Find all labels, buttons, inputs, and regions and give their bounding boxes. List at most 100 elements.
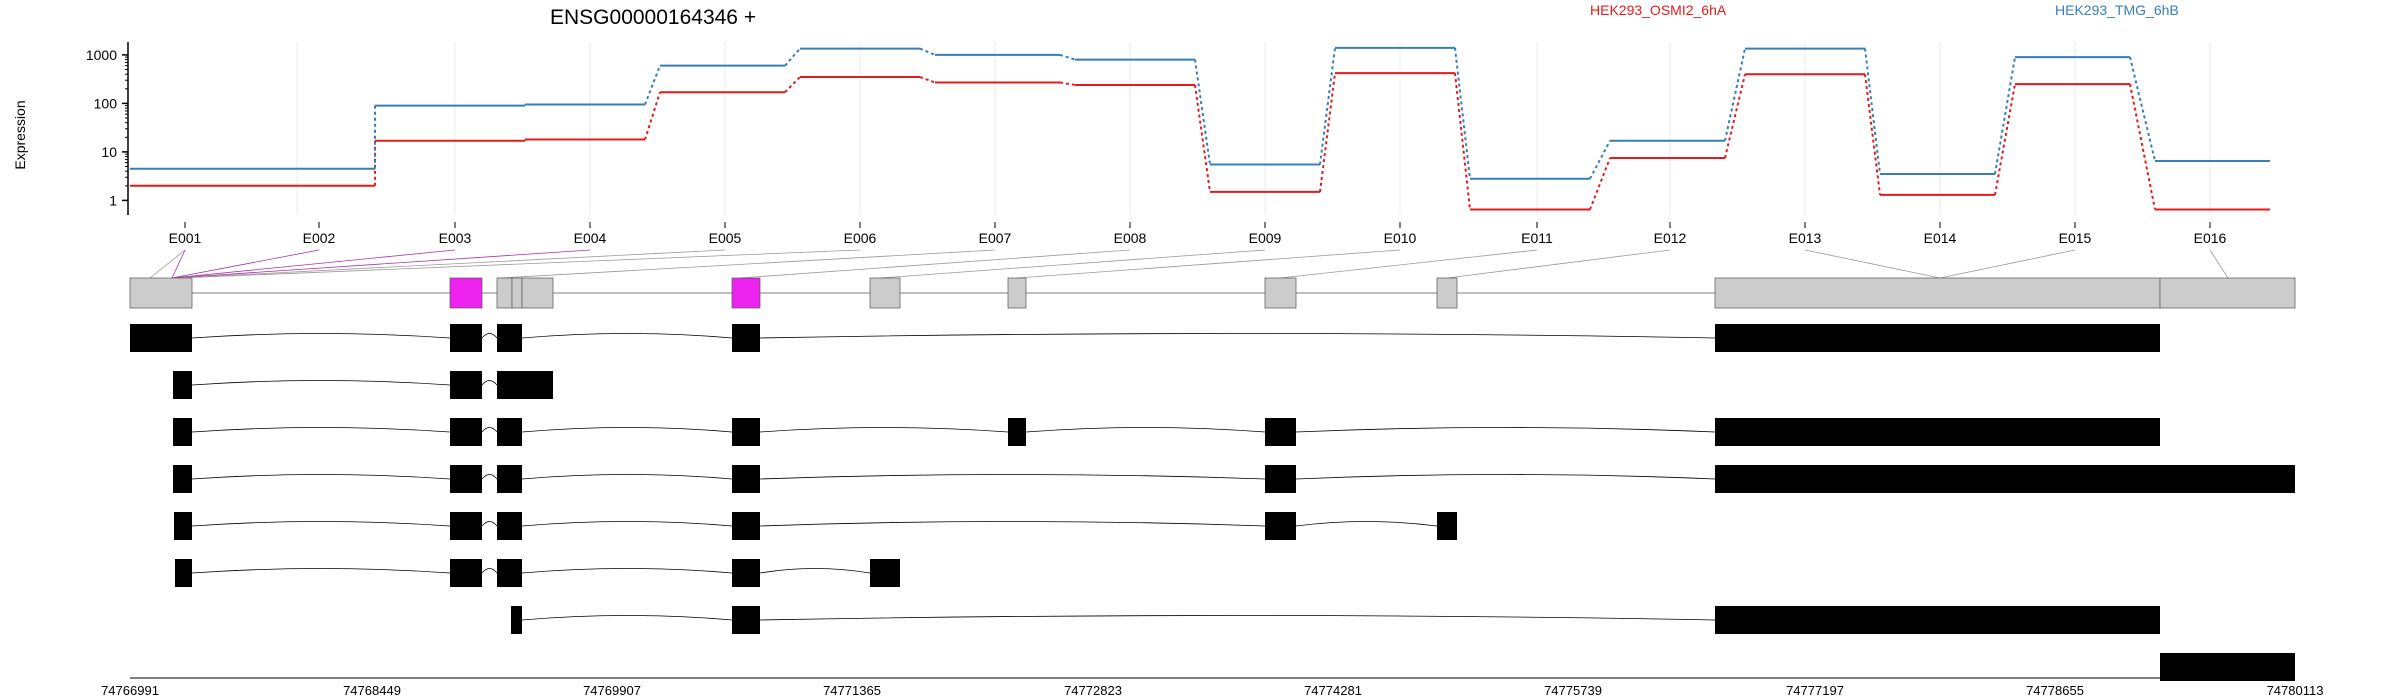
transcript-intron (481, 333, 498, 339)
transcript-exon (732, 418, 760, 446)
transcript-exon (1008, 418, 1026, 446)
series-HEK293_TMG_6hB (130, 46, 2270, 180)
gene-exon (1436, 277, 1458, 309)
transcript-exon (732, 606, 760, 634)
gene-exon (449, 277, 483, 309)
exon-connector (879, 249, 1266, 279)
series-connector (1589, 140, 1611, 180)
transcript-exon (497, 465, 522, 493)
exon-connector (171, 249, 591, 279)
series-connector (784, 47, 801, 67)
transcript (173, 371, 553, 399)
gene-exon (731, 277, 761, 309)
series-connector (784, 76, 801, 93)
exon-label: E010 (1384, 230, 1417, 246)
transcript-exon (1715, 606, 2160, 634)
exon-label: E008 (1114, 230, 1147, 246)
exon-label: E016 (2194, 230, 2227, 246)
genomic-axis: 74766991 74768449 74769907 74771365 74772823… (101, 677, 2323, 698)
exon-connector (174, 249, 726, 279)
transcript-exon (450, 512, 482, 540)
y-tick-label: 1 (109, 192, 117, 208)
transcript-exon (1715, 418, 2160, 446)
gene-exon (129, 277, 193, 309)
transcript-exon (1715, 465, 2295, 493)
exon-label: E001 (169, 230, 202, 246)
transcript-intron (481, 380, 498, 386)
y-tick-label: 10 (101, 144, 117, 160)
transcript-intron (191, 380, 451, 386)
transcript-exon (450, 371, 482, 399)
gene-exon (1007, 277, 1027, 309)
exon-connector (1939, 249, 2076, 279)
transcript-exon (173, 465, 192, 493)
genomic-tick-label: 74775739 (1544, 683, 1602, 698)
series-connector (919, 76, 936, 84)
series-lines (130, 46, 2270, 211)
series-connector (1194, 59, 1211, 165)
series-connector (1994, 56, 2016, 175)
transcript-exon (174, 512, 192, 540)
genomic-tick-label: 74768449 (343, 683, 401, 698)
exon-connector (171, 249, 186, 279)
transcript-intron (191, 474, 451, 480)
exon-connector (1804, 249, 1941, 279)
transcript-intron (759, 568, 871, 574)
transcript-intron (481, 427, 498, 433)
transcript (130, 324, 2160, 352)
exon-label: E004 (574, 230, 607, 246)
series-connector (1059, 81, 1076, 86)
transcript-exon (732, 559, 760, 587)
genomic-tick-label: 74769907 (583, 683, 641, 698)
exon-label: E006 (844, 230, 877, 246)
exon-connector (1279, 249, 1538, 279)
transcript-intron (759, 615, 1716, 621)
exon-connector (149, 249, 186, 279)
series-connector (919, 47, 936, 56)
gene-exon (521, 277, 554, 309)
transcript-intron (1025, 427, 1266, 433)
y-tick-label: 100 (94, 95, 118, 111)
exon-labels: E001 E002 E003 E004 E005 E006 E007 E008 E009 E010… (169, 222, 2227, 246)
exon-connector (499, 249, 996, 279)
transcript (173, 418, 2160, 446)
genomic-tick-label: 74778655 (2026, 683, 2084, 698)
transcript (175, 559, 900, 587)
series-connector (1454, 73, 1471, 210)
series-connector (644, 65, 661, 105)
exon-label: E013 (1789, 230, 1822, 246)
gene-model (129, 277, 2296, 309)
gridlines (296, 42, 2211, 215)
transcript-exon (130, 324, 192, 352)
gene-exon (869, 277, 901, 309)
transcript-exon (497, 418, 522, 446)
transcript-intron (481, 521, 498, 527)
transcript-exon (450, 559, 482, 587)
transcript-exon (450, 324, 482, 352)
series-connector (1589, 157, 1611, 210)
transcript-intron (521, 568, 733, 574)
series-connector (1319, 73, 1336, 192)
y-axis-label: Expression (12, 100, 28, 169)
series-connector (1864, 48, 1881, 175)
transcript-exon (2160, 653, 2295, 681)
exon-label: E005 (709, 230, 742, 246)
exon-label: E002 (303, 230, 336, 246)
exon-connector (1016, 249, 1401, 279)
transcript-intron (191, 568, 451, 574)
transcript-exon (173, 371, 192, 399)
gene-exon (1714, 277, 2161, 309)
series-connector (1994, 83, 2016, 196)
y-tick-label: 1000 (86, 47, 117, 63)
axes: 1 10 100 1000 (86, 42, 129, 215)
transcript-exon (732, 465, 760, 493)
transcript-exon (497, 324, 522, 352)
exon-connector (171, 249, 320, 279)
transcript-exon (1265, 465, 1296, 493)
transcript-exon (497, 371, 553, 399)
exon-label: E003 (439, 230, 472, 246)
transcript-exon (497, 559, 522, 587)
transcript-exon (1437, 512, 1457, 540)
transcripts (130, 324, 2295, 681)
